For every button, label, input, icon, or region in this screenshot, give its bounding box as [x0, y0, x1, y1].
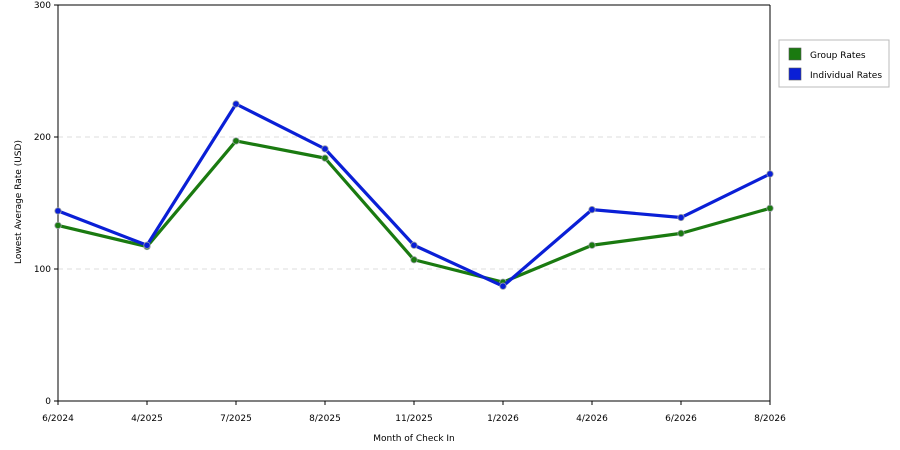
data-point-group-rates — [588, 241, 596, 249]
y-tick-label: 0 — [45, 397, 51, 407]
data-point-individual-rates — [677, 213, 685, 222]
data-point-group-rates — [321, 154, 329, 162]
legend: Group Rates Individual Rates — [778, 39, 890, 88]
data-point-group-rates — [232, 137, 240, 145]
tick-labels: 0 100 200 300 6/2024 4/2025 7/2025 8/2025 11/202… — [34, 1, 786, 424]
data-point-group-rates — [766, 204, 774, 212]
legend-swatch — [788, 67, 802, 81]
data-point-individual-rates — [588, 206, 596, 214]
y-axis-title: Lowest Average Rate (USD) — [14, 140, 24, 264]
data-point-individual-rates — [410, 241, 418, 249]
data-point-individual-rates — [54, 207, 62, 215]
x-tick-label: 8/2026 — [754, 414, 786, 424]
y-tick-label: 200 — [34, 133, 51, 143]
series-lines — [54, 100, 774, 290]
legend-label: Group Rates — [810, 51, 866, 61]
data-point-individual-rates — [499, 282, 507, 290]
data-point-group-rates — [677, 229, 685, 237]
legend-swatch — [788, 47, 802, 61]
data-point-individual-rates — [321, 145, 329, 153]
data-point-group-rates — [410, 256, 418, 264]
y-tick-label: 100 — [34, 265, 51, 275]
data-point-group-rates — [54, 221, 62, 230]
grid-lines — [58, 136, 770, 270]
x-axis-title: Month of Check In — [373, 434, 455, 444]
y-tick-label: 300 — [34, 1, 51, 11]
x-tick-label: 4/2025 — [131, 414, 163, 424]
data-point-individual-rates — [143, 241, 151, 249]
data-point-individual-rates — [232, 100, 240, 108]
legend-label: Individual Rates — [810, 71, 882, 81]
x-tick-label: 1/2026 — [487, 414, 519, 424]
x-tick-label: 6/2026 — [665, 414, 697, 424]
x-tick-label: 7/2025 — [220, 414, 252, 424]
x-tick-label: 8/2025 — [309, 414, 341, 424]
data-point-individual-rates — [766, 170, 774, 178]
x-tick-label: 11/2025 — [395, 414, 432, 424]
axes — [54, 4, 771, 405]
x-tick-label: 6/2024 — [42, 414, 74, 424]
x-tick-label: 4/2026 — [576, 414, 608, 424]
